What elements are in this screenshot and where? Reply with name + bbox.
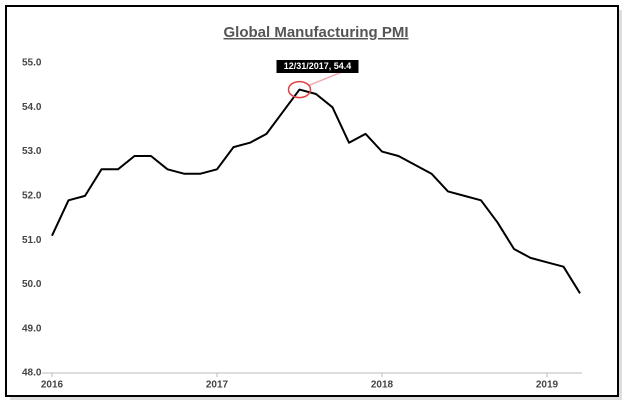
- y-tick-label: 49.0: [22, 323, 42, 334]
- annotation-box: [276, 60, 359, 73]
- annotation-text: 12/31/2017, 54.4: [284, 61, 352, 71]
- y-tick-label: 48.0: [22, 368, 42, 379]
- chart-title: Global Manufacturing PMI: [223, 24, 408, 41]
- x-tick-label: 2019: [536, 380, 559, 391]
- annotation-circle: [287, 80, 312, 99]
- y-tick-label: 51.0: [22, 235, 42, 246]
- line-series: [51, 88, 581, 294]
- x-tick-label: 2016: [41, 380, 64, 391]
- y-tick-label: 55.0: [22, 58, 42, 69]
- y-tick-label: 52.0: [22, 190, 42, 201]
- annotation-arrow: [308, 69, 346, 87]
- y-tick-label: 54.0: [22, 102, 42, 113]
- x-tick-label: 2017: [206, 380, 229, 391]
- y-tick-label: 50.0: [22, 279, 42, 290]
- x-tick-label: 2018: [371, 380, 394, 391]
- y-tick-label: 53.0: [22, 146, 42, 157]
